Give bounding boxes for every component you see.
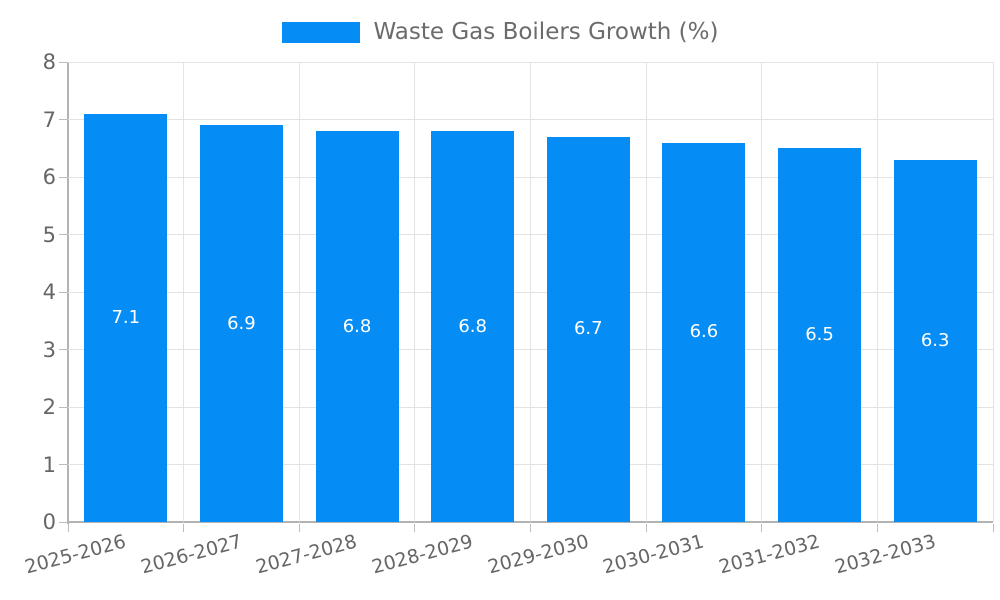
x-tick (992, 524, 994, 532)
legend-swatch (281, 21, 360, 43)
x-tick-label: 2026-2027 (138, 530, 245, 579)
x-tick-label: 2027-2028 (254, 530, 360, 579)
bar[interactable] (84, 113, 168, 522)
bar-value-label: 7.1 (111, 306, 141, 328)
y-tick (59, 119, 67, 120)
y-tick (59, 61, 67, 63)
y-tick (59, 291, 67, 293)
gridline-v (530, 62, 531, 522)
legend-label: Waste Gas Boilers Growth (%) (373, 19, 719, 45)
x-tick (876, 524, 878, 532)
y-axis-labels: 0 1 2 3 4 5 6 7 8 (0, 50, 56, 538)
x-tick-label: 2031-2032 (716, 530, 823, 579)
bar-value-label: 6.3 (920, 329, 950, 351)
chart-legend[interactable]: Waste Gas Boilers Growth (%) (0, 16, 1000, 48)
y-tick (59, 234, 67, 235)
x-tick (183, 524, 185, 532)
y-tick (59, 349, 67, 350)
y-tick (59, 176, 67, 178)
bar[interactable] (199, 125, 283, 522)
gridline-v (414, 62, 416, 522)
bar[interactable] (893, 159, 977, 522)
gridline-v (183, 62, 185, 522)
bar[interactable] (431, 131, 515, 522)
x-tick-label: 2030-2031 (600, 530, 707, 579)
y-tick-label: 0 (42, 510, 56, 534)
bar[interactable] (662, 142, 746, 522)
bar[interactable] (315, 131, 399, 522)
bar-value-label: 6.5 (805, 324, 834, 346)
y-tick-label: 3 (42, 337, 56, 362)
bar[interactable] (778, 148, 862, 522)
x-axis-line (68, 521, 993, 523)
x-tick (298, 524, 300, 532)
x-tick (414, 524, 416, 532)
plot-area: 7.1 2025-2026 6.9 2026-2027 6.8 2027-2028 6.8 2… (23, 61, 994, 578)
y-tick-label: 7 (42, 107, 56, 132)
y-tick (59, 521, 67, 523)
x-tick-label: 2028-2029 (369, 530, 476, 579)
y-tick-label: 5 (42, 222, 56, 247)
x-tick-label: 2032-2033 (832, 530, 938, 579)
x-tick (645, 524, 647, 532)
y-tick-label: 6 (42, 165, 56, 189)
bar-value-label: 6.6 (689, 321, 719, 343)
bar-value-label: 6.8 (458, 315, 487, 337)
x-tick-label: 2029-2030 (485, 530, 592, 579)
y-tick-label: 1 (42, 452, 56, 477)
x-tick (530, 524, 531, 532)
bar-value-label: 6.7 (573, 318, 603, 340)
bar[interactable] (546, 136, 630, 522)
y-tick (59, 406, 67, 408)
gridline-v (645, 62, 647, 522)
y-axis-line (67, 62, 69, 524)
bar-value-label: 6.8 (342, 315, 372, 337)
x-tick (761, 524, 763, 532)
y-tick-label: 2 (42, 395, 56, 419)
x-tick (67, 524, 69, 532)
bar-value-label: 6.9 (227, 312, 256, 334)
gridline-v (992, 62, 994, 522)
y-tick (59, 464, 67, 465)
y-tick-label: 4 (42, 280, 56, 304)
y-tick-label: 8 (42, 50, 56, 74)
gridline-v (298, 62, 300, 522)
gridline-v (876, 62, 878, 522)
gridline-v (761, 62, 763, 522)
